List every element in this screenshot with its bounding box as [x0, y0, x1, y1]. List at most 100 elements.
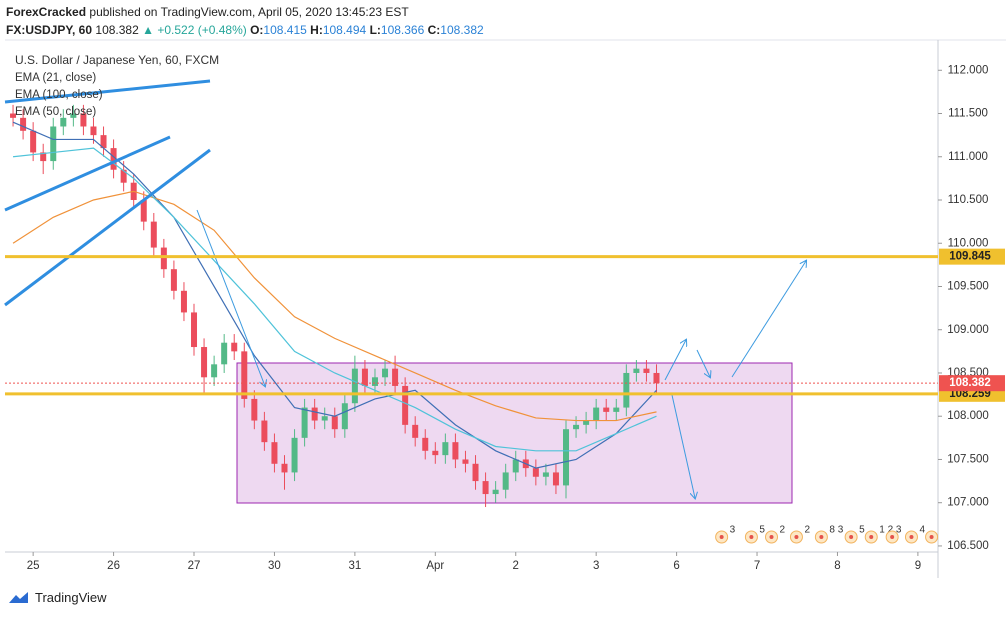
x-tick-label: 8: [834, 560, 840, 572]
y-tick-label: 107.000: [947, 497, 989, 509]
h-label: H:: [310, 23, 323, 37]
candle-body: [271, 442, 278, 464]
legend: U.S. Dollar / Japanese Yen, 60, FXCM EMA…: [15, 53, 219, 118]
candle-body: [201, 347, 208, 378]
candle-body: [170, 269, 177, 291]
chart: U.S. Dollar / Japanese Yen, 60, FXCM EMA…: [4, 39, 1006, 578]
event-label: 5: [759, 525, 765, 536]
candle-body: [221, 342, 228, 365]
event-icon-dot: [749, 535, 754, 539]
candle-body: [442, 442, 449, 456]
candle-body: [603, 407, 610, 412]
event-label: 2: [804, 525, 810, 536]
candle-body: [20, 117, 27, 131]
candle-body: [341, 403, 348, 430]
event-label: 2: [780, 525, 786, 536]
candle-body: [60, 117, 67, 127]
brand: TradingView: [35, 590, 107, 605]
event-label: 5: [859, 525, 865, 536]
event-icon-dot: [890, 535, 895, 539]
candle-body: [382, 368, 389, 378]
trend-line: [4, 148, 211, 307]
candle-body: [482, 481, 489, 495]
x-tick-label: Apr: [426, 560, 444, 572]
candle-body: [301, 407, 308, 438]
author: ForexCracked: [6, 5, 87, 19]
ema-line: [12, 147, 657, 452]
x-tick-label: 25: [27, 560, 40, 572]
candle-body: [331, 416, 338, 430]
y-tick-label: 106.500: [947, 540, 989, 552]
candle-body: [160, 247, 167, 270]
candle-body: [311, 407, 318, 421]
last: 108.382: [95, 23, 139, 37]
candle-body: [251, 398, 258, 421]
candle-body: [231, 342, 238, 352]
candle-body: [110, 148, 117, 170]
trend-line: [4, 79, 211, 104]
ema-line: [12, 190, 657, 422]
event-label: 1 2 3: [879, 525, 902, 536]
c-label: C:: [427, 23, 441, 37]
legend-label: EMA (21, close): [15, 72, 96, 84]
l-label: L:: [369, 23, 381, 37]
arrow: [696, 349, 710, 377]
event-icon-dot: [909, 535, 914, 539]
candle-body: [211, 364, 218, 378]
candle-body: [452, 442, 459, 460]
event-label: 8 3: [829, 525, 843, 536]
symbol: FX:USDJPY, 60: [6, 23, 93, 37]
candle-body: [593, 407, 600, 421]
header-line-1: ForexCracked published on TradingView.co…: [6, 3, 484, 21]
candle-body: [351, 368, 358, 404]
candle-body: [472, 463, 479, 482]
o-value: 108.415: [263, 23, 307, 37]
candle-body: [502, 472, 509, 490]
candle-body: [191, 312, 198, 348]
candle-body: [90, 126, 97, 136]
event-icon-dot: [794, 535, 799, 539]
legend-label: EMA (50, close): [15, 106, 96, 118]
y-tick-label: 108.000: [947, 410, 989, 422]
candle-body: [80, 113, 87, 127]
o-label: O:: [250, 23, 264, 37]
x-tick-label: 2: [513, 560, 519, 572]
candle-body: [70, 113, 77, 118]
y-tick-label: 107.500: [947, 453, 989, 465]
arrow: [731, 261, 806, 378]
change: ▲ +0.522 (+0.48%): [142, 23, 247, 37]
event-label: 3: [730, 525, 736, 536]
event-icon-dot: [929, 535, 934, 539]
price-label: 109.845: [949, 251, 991, 263]
x-tick-label: 26: [107, 560, 120, 572]
candle-body: [281, 463, 288, 473]
header-line-2: FX:USDJPY, 60 108.382 ▲ +0.522 (+0.48%) …: [6, 21, 484, 39]
event-icon-dot: [769, 535, 774, 539]
candle-body: [120, 169, 127, 183]
arrow: [671, 394, 695, 498]
candle-body: [140, 200, 147, 222]
y-tick-label: 110.500: [948, 194, 989, 206]
candle-body: [291, 437, 298, 473]
candle-body: [361, 368, 368, 386]
y-tick-label: 109.500: [947, 281, 989, 293]
candle-body: [241, 351, 248, 399]
plot: [10, 104, 660, 508]
event-icon-dot: [719, 535, 724, 539]
h-value: 108.494: [322, 23, 367, 37]
candle-body: [542, 472, 549, 477]
legend-label: EMA (100, close): [15, 89, 103, 101]
candle-body: [30, 130, 37, 153]
candle-body: [261, 420, 268, 443]
candle-body: [50, 126, 57, 162]
x-tick-label: 3: [593, 560, 599, 572]
price-label-box: [939, 248, 1005, 265]
candle-body: [512, 459, 519, 473]
x-tick-label: 31: [348, 560, 361, 572]
arrow: [664, 340, 686, 381]
candle-body: [633, 368, 640, 373]
price-label: 108.382: [949, 377, 991, 389]
candle-body: [10, 113, 17, 118]
event-icon-dot: [849, 535, 854, 539]
candle-body: [563, 429, 570, 486]
